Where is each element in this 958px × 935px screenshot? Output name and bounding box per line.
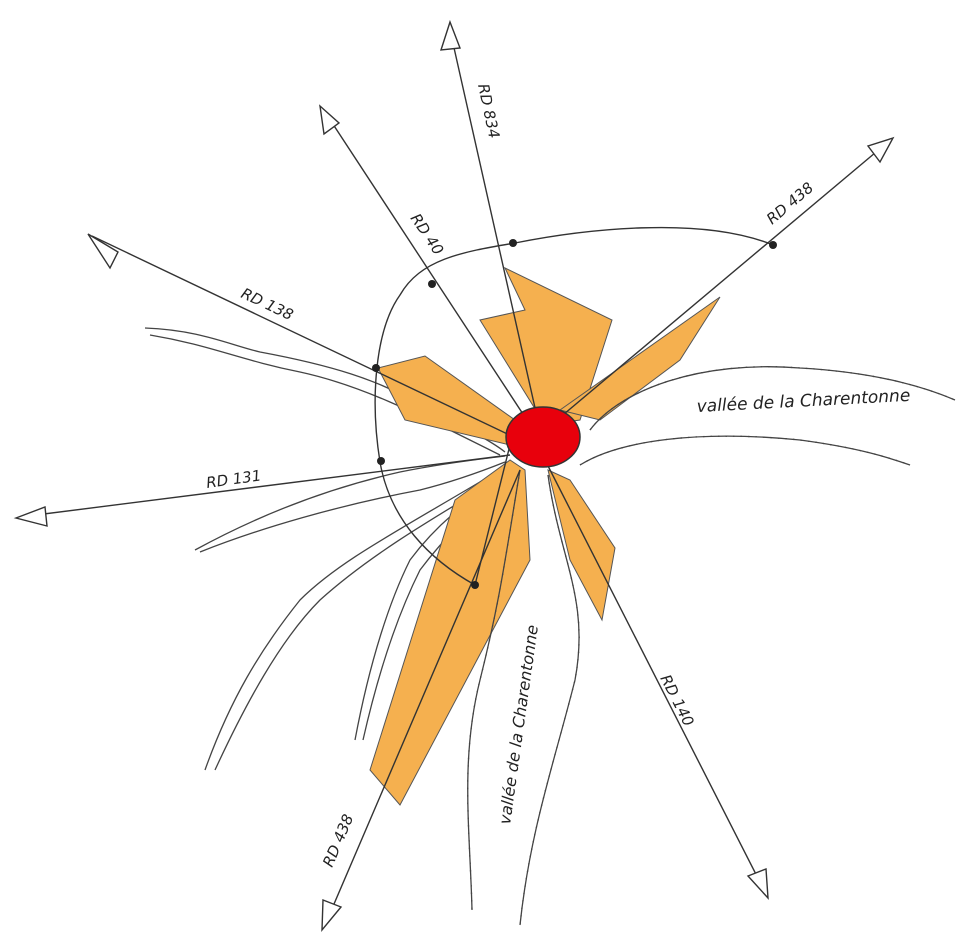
road-label: RD 438 xyxy=(319,812,357,870)
road-label: RD 40 xyxy=(407,210,448,258)
road-label: RD 131 xyxy=(205,466,262,492)
road-label: RD 138 xyxy=(238,284,296,324)
town-centre xyxy=(506,407,580,467)
urban-zones xyxy=(370,268,720,805)
valley-label: vallée de la Charentonne xyxy=(696,386,911,417)
map: RD 834 RD 40 RD 438 RD 138 RD 131 RD 438… xyxy=(0,0,958,935)
roads xyxy=(16,22,893,930)
road-label: RD 834 xyxy=(474,82,503,140)
valley-label: vallée de la Charentonne xyxy=(495,623,542,825)
road-label: RD 438 xyxy=(763,179,817,228)
